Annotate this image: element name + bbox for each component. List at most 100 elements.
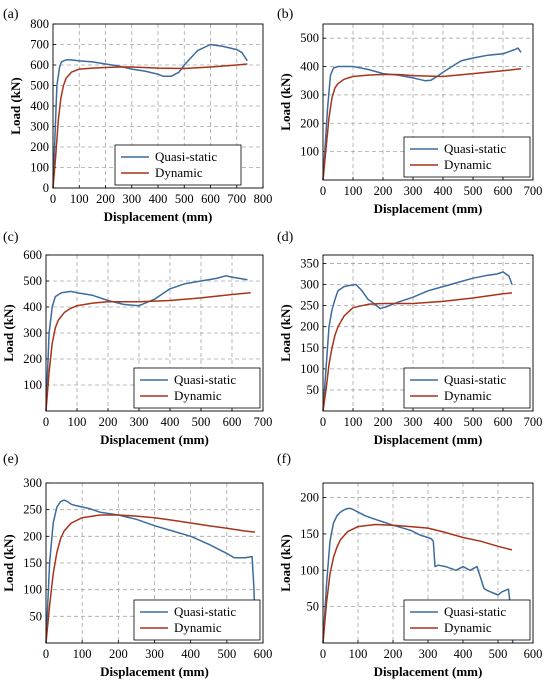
y-tick-label: 250 xyxy=(300,299,319,313)
y-tick-label: 50 xyxy=(30,609,43,623)
x-tick-label: 500 xyxy=(464,184,483,198)
y-tick-label: 100 xyxy=(300,563,319,577)
x-tick-label: 300 xyxy=(404,415,423,429)
x-tick-label: 0 xyxy=(320,647,326,661)
legend-label: Dynamic xyxy=(174,620,222,635)
x-tick-label: 300 xyxy=(419,647,438,661)
y-tick-label: 100 xyxy=(30,161,49,175)
x-tick-label: 100 xyxy=(344,415,363,429)
x-tick-label: 300 xyxy=(122,192,141,206)
x-tick-label: 400 xyxy=(434,415,453,429)
chart-panel: (f) 0 100 200 300 400 500 600 50 100 150 200 Displac… xyxy=(277,452,542,679)
y-tick-label: 200 xyxy=(23,352,42,366)
y-tick-label: 200 xyxy=(30,140,49,154)
y-tick-label: 200 xyxy=(300,491,319,505)
panel-label: (d) xyxy=(277,230,294,245)
legend-label: Quasi-static xyxy=(444,372,506,387)
y-axis-title: Load (kN) xyxy=(278,73,293,130)
x-axis-title: Displacement (mm) xyxy=(100,432,209,447)
y-tick-label: 500 xyxy=(30,79,49,93)
y-tick-label: 250 xyxy=(23,503,42,517)
plot-frame xyxy=(45,482,264,644)
x-tick-label: 100 xyxy=(349,647,368,661)
chart-panel: (c) 0 100 200 300 400 500 600 700 100 200 300 400 500… xyxy=(1,230,272,447)
x-tick-label: 100 xyxy=(70,192,89,206)
y-tick-label: 600 xyxy=(23,248,42,262)
x-tick-label: 400 xyxy=(454,647,473,661)
y-axis-title: Load (kN) xyxy=(1,304,16,361)
x-tick-label: 600 xyxy=(494,415,513,429)
chart-panel: (e) 0 100 200 300 400 500 600 50 100 150 200 250 300 D… xyxy=(1,452,272,679)
y-tick-label: 300 xyxy=(300,88,319,102)
y-tick-label: 200 xyxy=(23,529,42,543)
x-tick-label: 300 xyxy=(145,647,164,661)
x-tick-label: 300 xyxy=(404,184,423,198)
panel-label: (f) xyxy=(277,452,291,467)
x-tick-label: 600 xyxy=(223,415,242,429)
x-tick-label: 400 xyxy=(149,192,168,206)
series-line-dynamic xyxy=(52,63,248,189)
x-tick-label: 0 xyxy=(43,415,49,429)
y-tick-label: 100 xyxy=(23,378,42,392)
panel-label: (b) xyxy=(277,7,294,22)
y-tick-label: 500 xyxy=(23,274,42,288)
y-tick-label: 100 xyxy=(300,145,319,159)
x-tick-label: 800 xyxy=(254,192,273,206)
x-tick-label: 200 xyxy=(109,647,128,661)
chart-panel: (a) 0 100 200 300 400 500 600 700 800 0 100 200 300 40… xyxy=(3,7,272,224)
x-tick-label: 200 xyxy=(384,647,403,661)
y-tick-label: 200 xyxy=(300,116,319,130)
legend-box xyxy=(403,136,531,178)
series-line-dynamic xyxy=(322,68,522,181)
x-tick-label: 700 xyxy=(524,415,543,429)
legend-label: Quasi-static xyxy=(174,372,236,387)
y-axis-title: Load (kN) xyxy=(1,534,16,591)
x-tick-label: 700 xyxy=(254,415,273,429)
x-tick-label: 200 xyxy=(374,415,393,429)
x-tick-label: 500 xyxy=(489,647,508,661)
x-tick-label: 500 xyxy=(464,415,483,429)
x-tick-label: 700 xyxy=(227,192,246,206)
y-tick-label: 500 xyxy=(300,31,319,45)
legend-label: Dynamic xyxy=(444,388,492,403)
legend-label: Quasi-static xyxy=(444,141,506,156)
x-tick-label: 400 xyxy=(434,184,453,198)
legend-box xyxy=(133,599,261,641)
legend-box xyxy=(133,367,261,409)
chart-panel: (b) 0 100 200 300 400 500 600 700 100 200 300 400 500… xyxy=(277,7,542,216)
x-tick-label: 600 xyxy=(494,184,513,198)
y-tick-label: 150 xyxy=(300,341,319,355)
y-axis-title: Load (kN) xyxy=(278,534,293,591)
legend-label: Dynamic xyxy=(444,157,492,172)
x-tick-label: 200 xyxy=(374,184,393,198)
y-tick-label: 150 xyxy=(300,527,319,541)
legend-label: Quasi-static xyxy=(174,604,236,619)
y-tick-label: 0 xyxy=(43,181,49,195)
x-axis-title: Displacement (mm) xyxy=(374,664,483,679)
legend-box xyxy=(114,144,242,186)
chart-panel: (d) 0 100 200 300 400 500 600 700 50 100 150 200 250 3… xyxy=(277,230,542,447)
y-axis-title: Load (kN) xyxy=(8,77,23,134)
series-line-quasi-static xyxy=(45,499,256,644)
x-tick-label: 100 xyxy=(68,415,87,429)
series-line-dynamic xyxy=(322,292,513,412)
plot-frame xyxy=(45,254,264,412)
x-axis-title: Displacement (mm) xyxy=(374,201,483,216)
series-line-dynamic xyxy=(45,291,251,412)
x-tick-label: 0 xyxy=(320,184,326,198)
legend-label: Quasi-static xyxy=(444,604,506,619)
y-tick-label: 400 xyxy=(30,99,49,113)
x-tick-label: 100 xyxy=(73,647,92,661)
x-tick-label: 300 xyxy=(130,415,149,429)
plot-frame xyxy=(322,254,534,412)
plot-frame xyxy=(322,23,534,181)
x-tick-label: 400 xyxy=(181,647,200,661)
panel-label: (a) xyxy=(3,7,19,22)
panel-label: (e) xyxy=(3,452,19,467)
legend-label: Dynamic xyxy=(155,165,203,180)
